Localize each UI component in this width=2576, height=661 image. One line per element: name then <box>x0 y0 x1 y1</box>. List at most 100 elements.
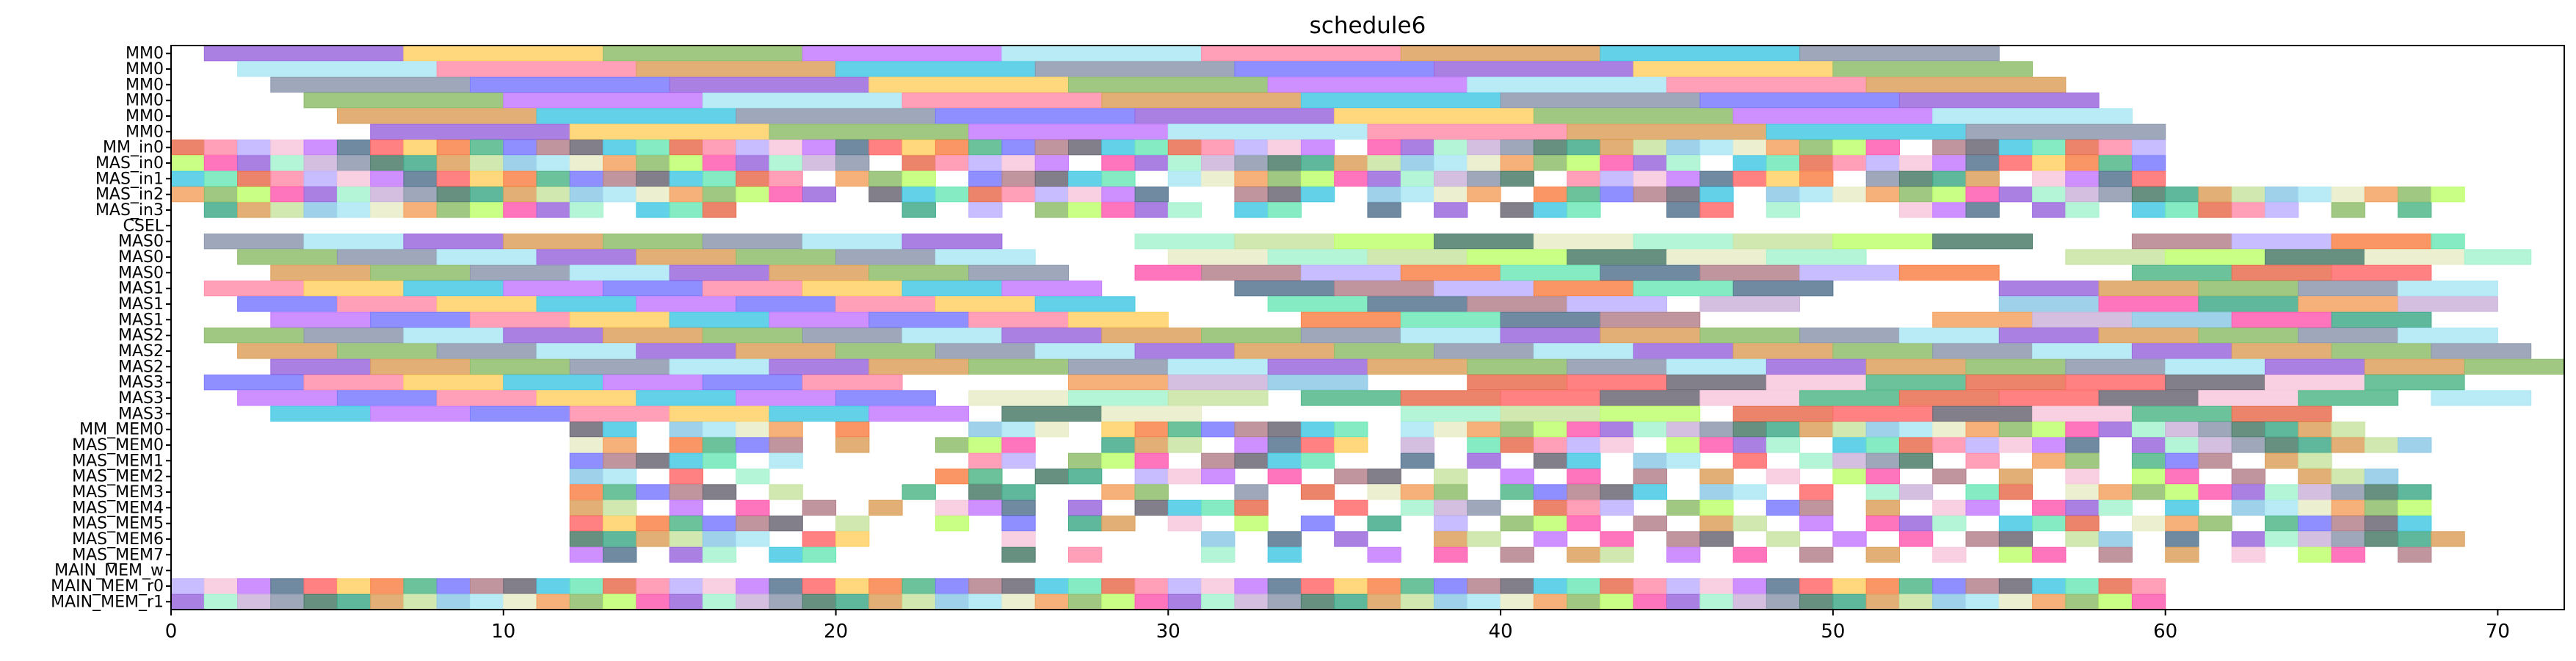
task-bar <box>736 516 770 532</box>
task-bar <box>1101 202 1136 218</box>
task-bar <box>669 405 770 422</box>
task-bar <box>1533 234 1634 250</box>
task-bar <box>1600 531 1634 547</box>
task-bar <box>1467 531 1501 547</box>
task-bar <box>2131 202 2166 218</box>
row-label: MAS_MEM0 <box>72 436 164 455</box>
x-tick-label: 30 <box>1156 621 1180 643</box>
task-bar <box>1267 593 1302 610</box>
task-bar <box>1234 593 1269 610</box>
task-bar <box>2065 422 2100 438</box>
task-bar <box>2265 422 2299 438</box>
task-bar <box>968 187 1003 203</box>
task-bar <box>336 108 537 124</box>
row-label: MM0 <box>126 45 164 63</box>
task-bar <box>470 76 670 93</box>
task-bar <box>1434 516 1468 532</box>
task-bar <box>569 358 670 375</box>
task-bar <box>1533 108 1734 124</box>
task-bar <box>1167 437 1202 453</box>
task-bar <box>536 593 570 610</box>
task-bar <box>403 328 504 344</box>
task-bar <box>1898 264 2000 281</box>
task-bar <box>2398 484 2432 500</box>
task-bar <box>901 484 936 500</box>
task-bar <box>2331 422 2365 438</box>
task-bar <box>569 422 604 438</box>
task-bar <box>1898 202 1934 218</box>
task-bar <box>968 578 1003 594</box>
task-bar <box>1101 422 1136 438</box>
task-bar <box>2098 546 2133 563</box>
task-bar <box>1434 484 1468 500</box>
task-bar <box>669 578 704 594</box>
task-bar <box>1234 155 1269 171</box>
task-bar <box>2231 422 2265 438</box>
row-label: MAS1 <box>118 295 164 314</box>
task-bar <box>470 358 570 375</box>
task-bar <box>1799 578 1834 594</box>
task-bar <box>1267 296 1368 312</box>
task-bar <box>2364 358 2465 375</box>
task-bar <box>2065 516 2100 532</box>
task-bar <box>669 469 704 485</box>
task-bar <box>1567 484 1601 500</box>
task-bar <box>2398 437 2432 453</box>
task-bar <box>569 437 604 453</box>
task-bar <box>1865 593 1900 610</box>
task-bar <box>336 578 371 594</box>
task-bar <box>835 578 870 594</box>
task-bar <box>736 155 770 171</box>
task-bar <box>2231 469 2265 485</box>
task-bar <box>2098 499 2133 516</box>
task-bar <box>1334 155 1368 171</box>
task-bar <box>2364 437 2399 453</box>
task-bar <box>1633 61 1834 77</box>
task-bar <box>1666 437 1701 453</box>
task-bar <box>736 437 770 453</box>
task-bar <box>603 469 637 485</box>
task-bar <box>1034 422 1069 438</box>
task-bar <box>2364 531 2399 547</box>
task-bar <box>2298 187 2332 203</box>
task-bar <box>1267 469 1302 485</box>
task-bar <box>901 328 1003 344</box>
task-bar <box>1001 437 1036 453</box>
task-bar <box>1766 249 1867 265</box>
task-bar <box>603 578 637 594</box>
task-bar <box>1300 155 1335 171</box>
task-bar <box>1300 422 1335 438</box>
task-bar <box>769 578 803 594</box>
task-bar <box>1201 140 1236 156</box>
task-bar <box>1832 469 1867 485</box>
task-bar <box>1965 358 2067 375</box>
task-bar <box>935 296 1036 312</box>
task-bar <box>669 546 704 563</box>
task-bar <box>1932 234 2033 250</box>
task-bar <box>935 187 970 203</box>
x-tick-label: 60 <box>2153 621 2177 643</box>
task-bar <box>1167 358 1269 375</box>
task-bar <box>835 516 870 532</box>
task-bar <box>237 187 272 203</box>
task-bar <box>603 234 703 250</box>
task-bar <box>1533 452 1568 469</box>
task-bar <box>2165 484 2199 500</box>
task-bar <box>802 593 837 610</box>
task-bar <box>2165 422 2199 438</box>
task-bar <box>2298 452 2332 469</box>
task-bar <box>1201 469 1236 485</box>
task-bar <box>636 343 737 359</box>
task-bar <box>1500 469 1534 485</box>
task-bar <box>1666 546 1701 563</box>
task-bar <box>536 249 637 265</box>
task-bar <box>2231 546 2265 563</box>
task-bar <box>270 187 305 203</box>
task-bar <box>569 516 604 532</box>
task-bar <box>1334 234 1434 250</box>
task-bar <box>2198 296 2299 312</box>
task-bar <box>802 578 837 594</box>
task-bar <box>1400 422 1435 438</box>
task-bar <box>935 516 970 532</box>
task-bar <box>1699 296 1801 312</box>
